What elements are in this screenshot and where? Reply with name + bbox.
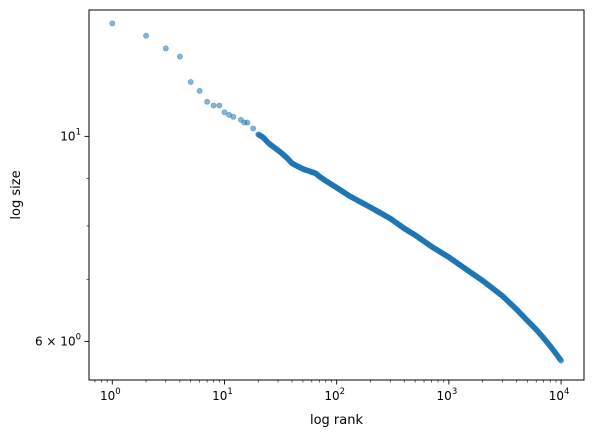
data-point [244,119,251,126]
data-point [204,98,211,105]
x-tick-label: 100 [100,387,121,403]
data-point [230,113,237,120]
data-point [196,87,203,94]
data-point [216,102,223,109]
y-axis: 6 × 100 101 [35,127,89,348]
y-tick-label: 6 × 100 [35,332,81,348]
data-point [210,102,217,109]
data-point [557,356,564,363]
y-tick-label: 101 [60,127,81,143]
data-points [109,20,564,364]
data-point [162,45,169,52]
x-tick-label: 102 [324,387,345,403]
plot-frame [88,9,585,381]
data-point [221,109,228,116]
data-point [143,32,149,39]
data-point [109,20,116,27]
x-tick-label: 101 [212,387,233,403]
x-tick-label: 103 [437,387,458,403]
data-point [176,53,183,60]
x-tick-label: 104 [549,387,570,403]
data-point [250,125,257,132]
x-axis-label: log rank [310,413,364,428]
y-axis-label: log size [9,170,24,219]
x-axis: 100 101 102 103 104 [94,380,570,403]
data-point [187,79,194,85]
